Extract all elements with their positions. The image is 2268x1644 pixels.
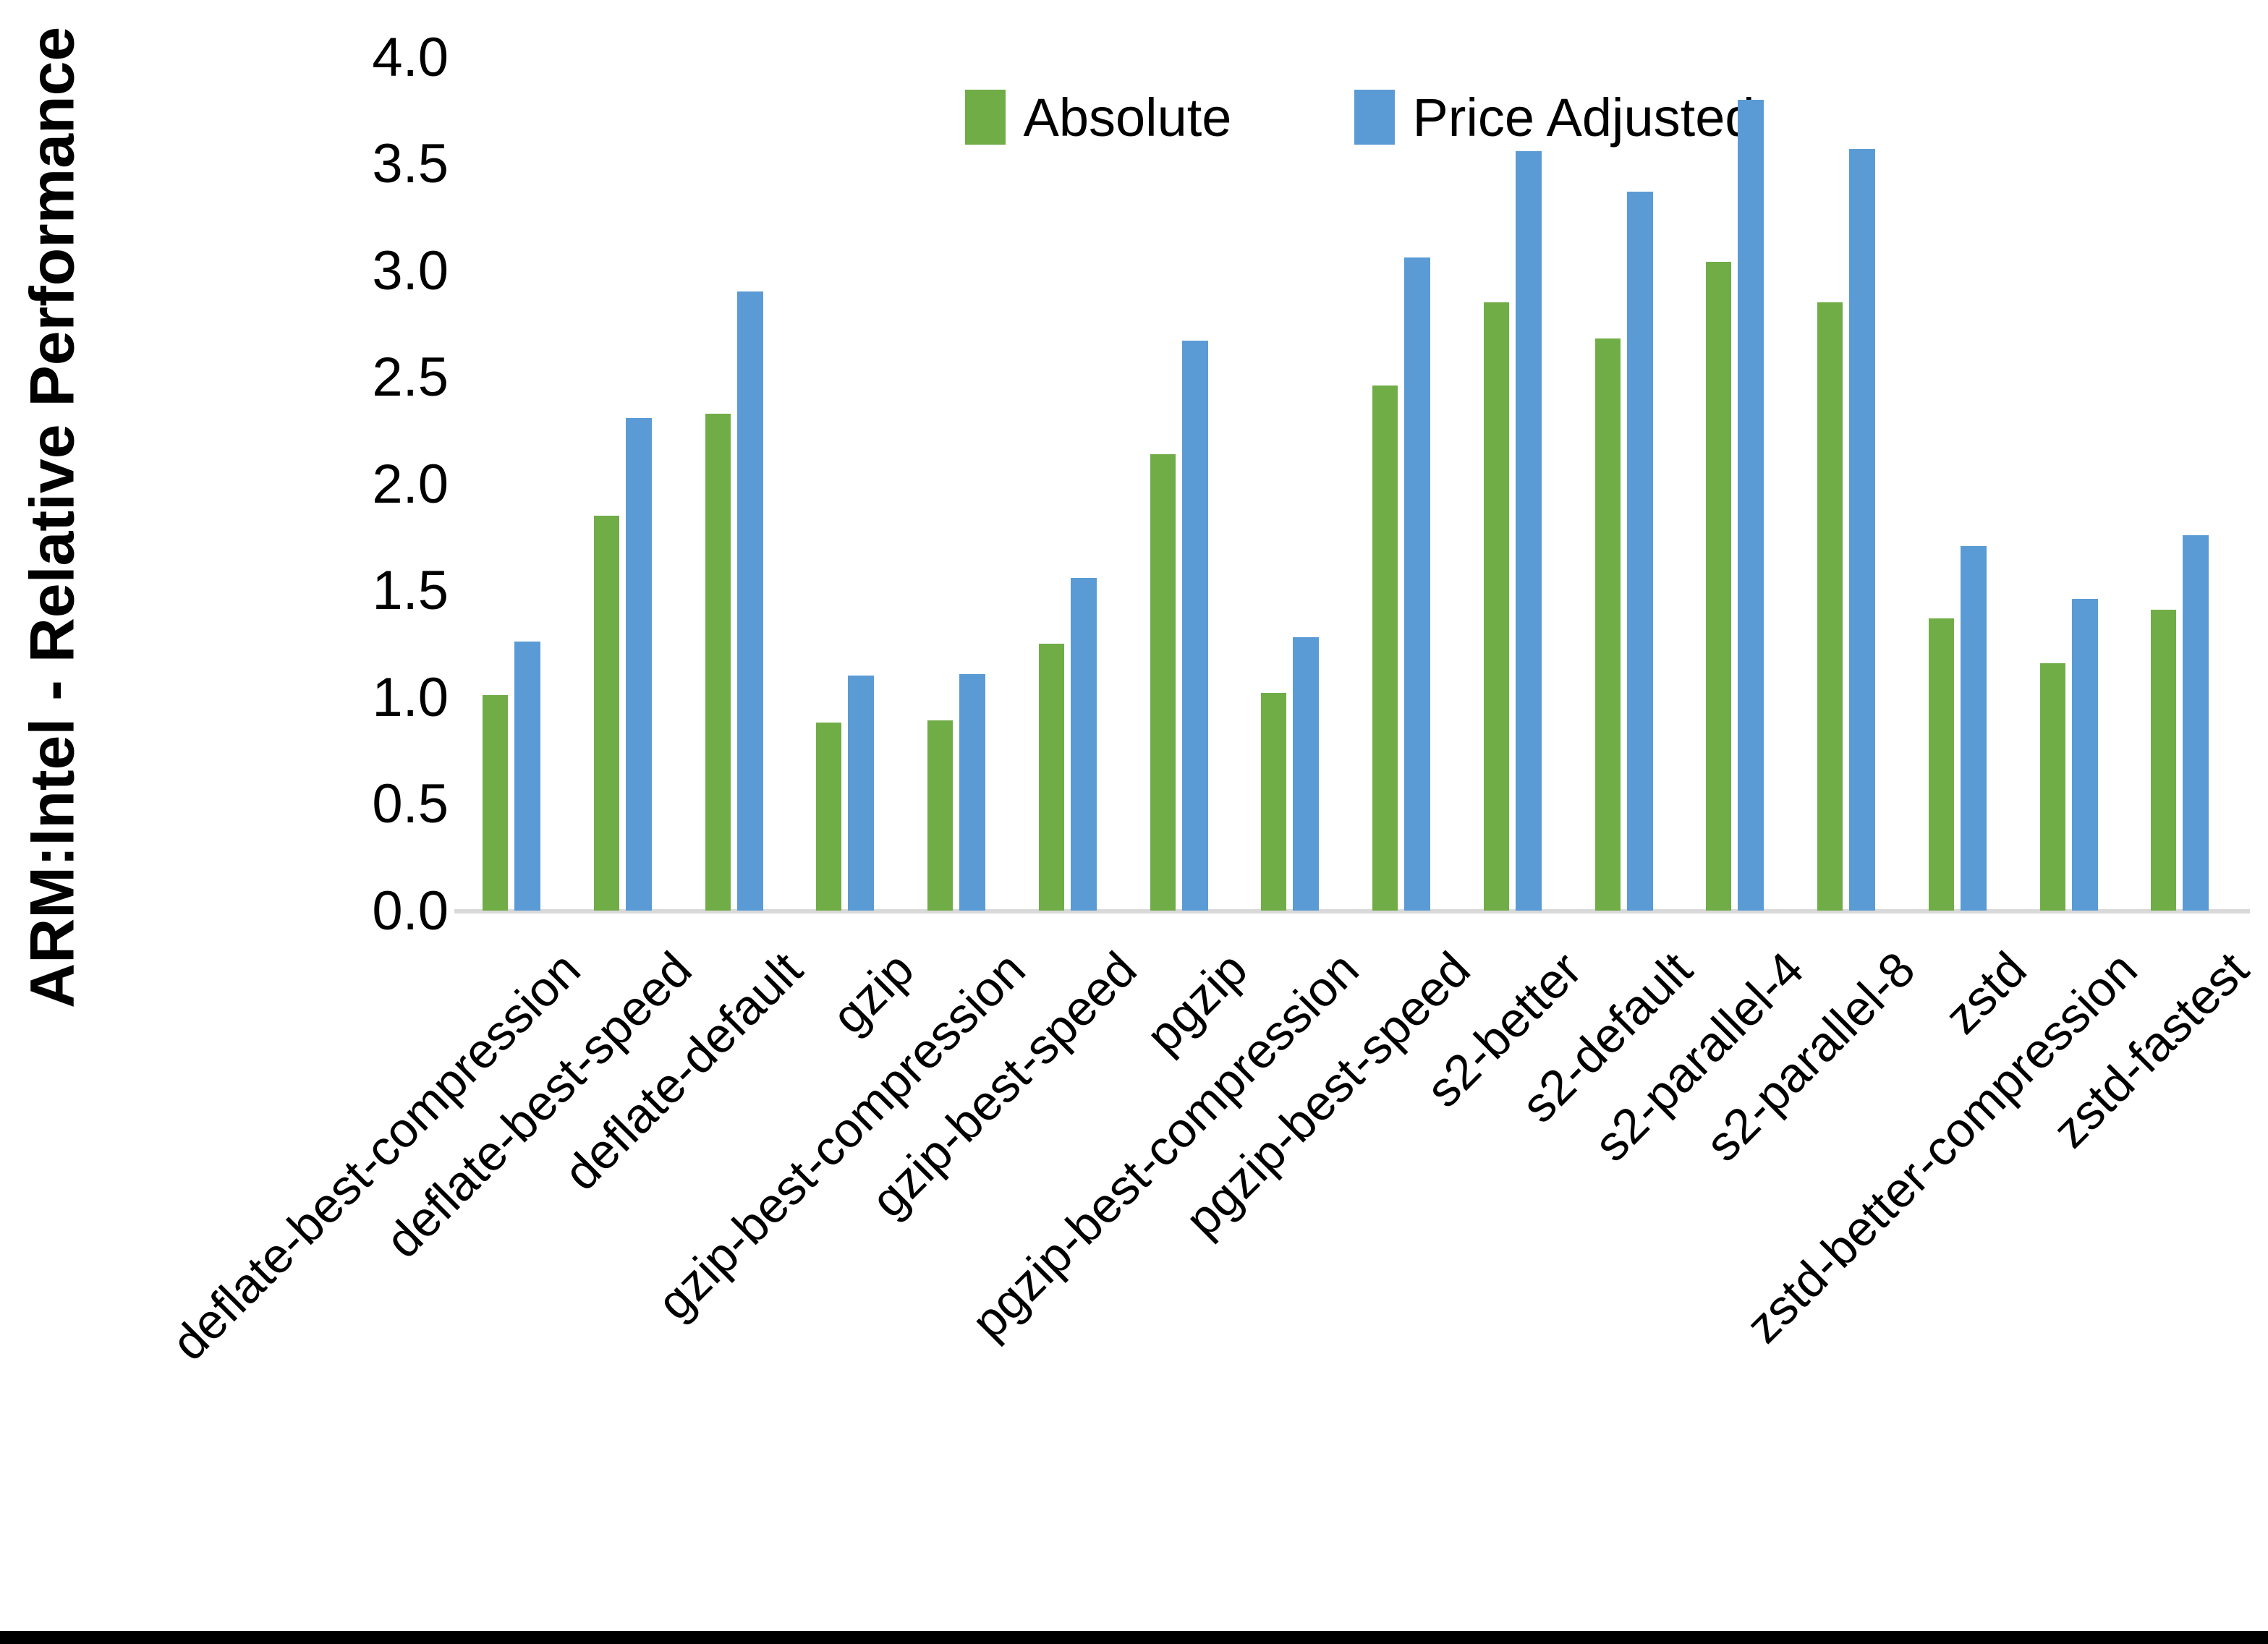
bar-absolute-pgzip-best-compression: [1261, 693, 1286, 911]
y-tick-label: 3.0: [372, 239, 449, 302]
legend-item-absolute: Absolute: [965, 87, 1231, 148]
bar-absolute-s2-parallel-4: [1706, 262, 1731, 911]
bar-price-adjusted-pgzip-best-compression: [1293, 637, 1319, 911]
bar-absolute-zstd-better-compression: [2040, 663, 2065, 911]
bar-absolute-deflate-best-compression: [483, 695, 508, 911]
bar-absolute-zstd-fastest: [2151, 610, 2176, 911]
bar-absolute-s2-better: [1484, 302, 1509, 911]
bar-absolute-zstd: [1929, 618, 1954, 911]
bottom-border-bar: [0, 1631, 2268, 1644]
bar-price-adjusted-s2-default: [1627, 192, 1653, 911]
bar-price-adjusted-zstd-better-compression: [2072, 599, 2098, 911]
bar-absolute-gzip-best-compression: [927, 720, 953, 911]
bar-price-adjusted-zstd-fastest: [2183, 535, 2209, 911]
bar-price-adjusted-gzip-best-speed: [1071, 578, 1097, 911]
y-tick-label: 2.5: [372, 346, 449, 408]
legend-label: Price Adjusted: [1412, 87, 1755, 148]
bar-price-adjusted-deflate-best-speed: [626, 418, 652, 911]
y-tick-label: 0.0: [372, 880, 449, 942]
y-tick-label: 4.0: [372, 26, 449, 88]
bar-absolute-deflate-best-speed: [594, 516, 619, 911]
bar-price-adjusted-gzip: [848, 676, 874, 911]
bar-price-adjusted-zstd: [1961, 546, 1987, 911]
bar-price-adjusted-deflate-default: [737, 291, 763, 911]
legend-label: Absolute: [1023, 87, 1232, 148]
bar-price-adjusted-s2-parallel-8: [1849, 149, 1875, 911]
legend-swatch-absolute: [965, 90, 1006, 145]
bar-absolute-gzip: [816, 723, 841, 911]
bar-absolute-s2-parallel-8: [1817, 302, 1843, 911]
bar-absolute-pgzip: [1150, 454, 1176, 911]
legend-swatch-price-adjusted: [1354, 90, 1396, 145]
y-axis-title: ARM:Intel - Relative Performance: [17, 26, 88, 1008]
y-tick-label: 1.5: [372, 560, 449, 621]
y-tick-label: 0.5: [372, 773, 449, 835]
y-tick-label: 3.5: [372, 133, 449, 195]
bar-price-adjusted-gzip-best-compression: [959, 674, 985, 911]
bar-price-adjusted-s2-better: [1516, 151, 1542, 911]
bar-absolute-s2-default: [1595, 338, 1621, 911]
legend-item-price-adjusted: Price Adjusted: [1354, 87, 1755, 148]
bar-absolute-pgzip-best-speed: [1372, 386, 1398, 911]
bar-absolute-gzip-best-speed: [1039, 644, 1064, 911]
bar-price-adjusted-pgzip: [1182, 341, 1208, 911]
bar-absolute-deflate-default: [705, 414, 731, 911]
bar-price-adjusted-pgzip-best-speed: [1404, 257, 1430, 911]
x-axis-baseline: [454, 909, 2250, 913]
y-tick-label: 1.0: [372, 666, 449, 728]
bar-price-adjusted-s2-parallel-4: [1738, 100, 1764, 911]
legend: Absolute Price Adjusted: [470, 81, 2250, 153]
bar-price-adjusted-deflate-best-compression: [514, 642, 540, 911]
y-tick-label: 2.0: [372, 453, 449, 515]
